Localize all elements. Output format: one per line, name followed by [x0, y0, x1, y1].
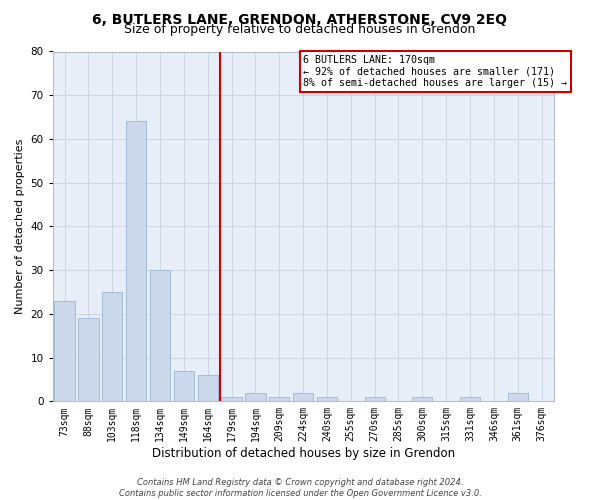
Bar — [126, 122, 146, 402]
Bar — [317, 397, 337, 402]
Bar — [197, 375, 218, 402]
Bar — [102, 292, 122, 402]
Text: Size of property relative to detached houses in Grendon: Size of property relative to detached ho… — [124, 22, 476, 36]
Bar — [150, 270, 170, 402]
Bar — [460, 397, 480, 402]
Y-axis label: Number of detached properties: Number of detached properties — [15, 138, 25, 314]
Bar — [365, 397, 385, 402]
Bar — [269, 397, 289, 402]
X-axis label: Distribution of detached houses by size in Grendon: Distribution of detached houses by size … — [152, 447, 455, 460]
Bar — [174, 370, 194, 402]
Text: 6 BUTLERS LANE: 170sqm
← 92% of detached houses are smaller (171)
8% of semi-det: 6 BUTLERS LANE: 170sqm ← 92% of detached… — [303, 55, 567, 88]
Bar — [412, 397, 433, 402]
Text: 6, BUTLERS LANE, GRENDON, ATHERSTONE, CV9 2EQ: 6, BUTLERS LANE, GRENDON, ATHERSTONE, CV… — [92, 12, 508, 26]
Bar — [55, 301, 75, 402]
Bar — [79, 318, 98, 402]
Bar — [508, 392, 528, 402]
Bar — [293, 392, 313, 402]
Text: Contains HM Land Registry data © Crown copyright and database right 2024.
Contai: Contains HM Land Registry data © Crown c… — [119, 478, 481, 498]
Bar — [245, 392, 266, 402]
Bar — [221, 397, 242, 402]
